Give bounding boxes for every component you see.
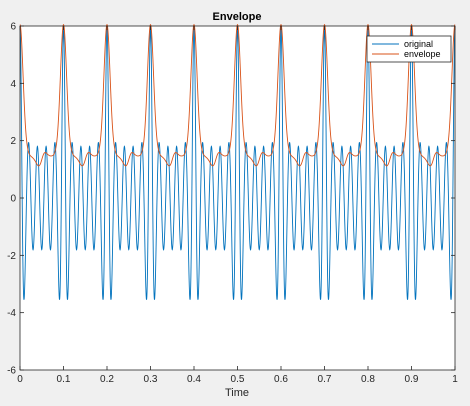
y-tick-label: 2 [10, 136, 16, 147]
x-tick-label: 0.7 [318, 374, 332, 385]
legend-label-original: original [404, 39, 433, 49]
x-tick-label: 0.8 [361, 374, 375, 385]
x-tick-label: 0.9 [405, 374, 419, 385]
series-line-envelope [19, 23, 456, 167]
y-tick-label: -2 [7, 251, 16, 262]
axes-layer: 0 0.1 0.2 0.3 0.4 0.5 0.6 0.7 0.8 0.9 1 -6 -4 -2 0 2 4 6 [7, 22, 458, 386]
x-tick-label: 1 [452, 374, 458, 385]
x-axis-label: Time [225, 387, 249, 399]
legend-label-envelope: envelope [404, 49, 441, 59]
legend-box [366, 35, 452, 63]
y-tick-label: 6 [10, 22, 16, 33]
x-tick-label: 0.1 [57, 374, 71, 385]
y-tick-label: 4 [10, 79, 16, 90]
x-tick-label: 0 [17, 374, 23, 385]
y-tick-label: -4 [7, 308, 16, 319]
y-tick-label: 0 [10, 194, 16, 205]
chart-title: Envelope [213, 11, 262, 23]
x-tick-label: 0.3 [144, 374, 158, 385]
x-tick-label: 0.6 [274, 374, 288, 385]
x-tick-label: 0.5 [231, 374, 245, 385]
x-tick-label: 0.4 [187, 374, 201, 385]
axes-background [20, 26, 455, 370]
x-tick-label: 0.2 [100, 374, 114, 385]
y-tick-label: -6 [7, 366, 16, 377]
